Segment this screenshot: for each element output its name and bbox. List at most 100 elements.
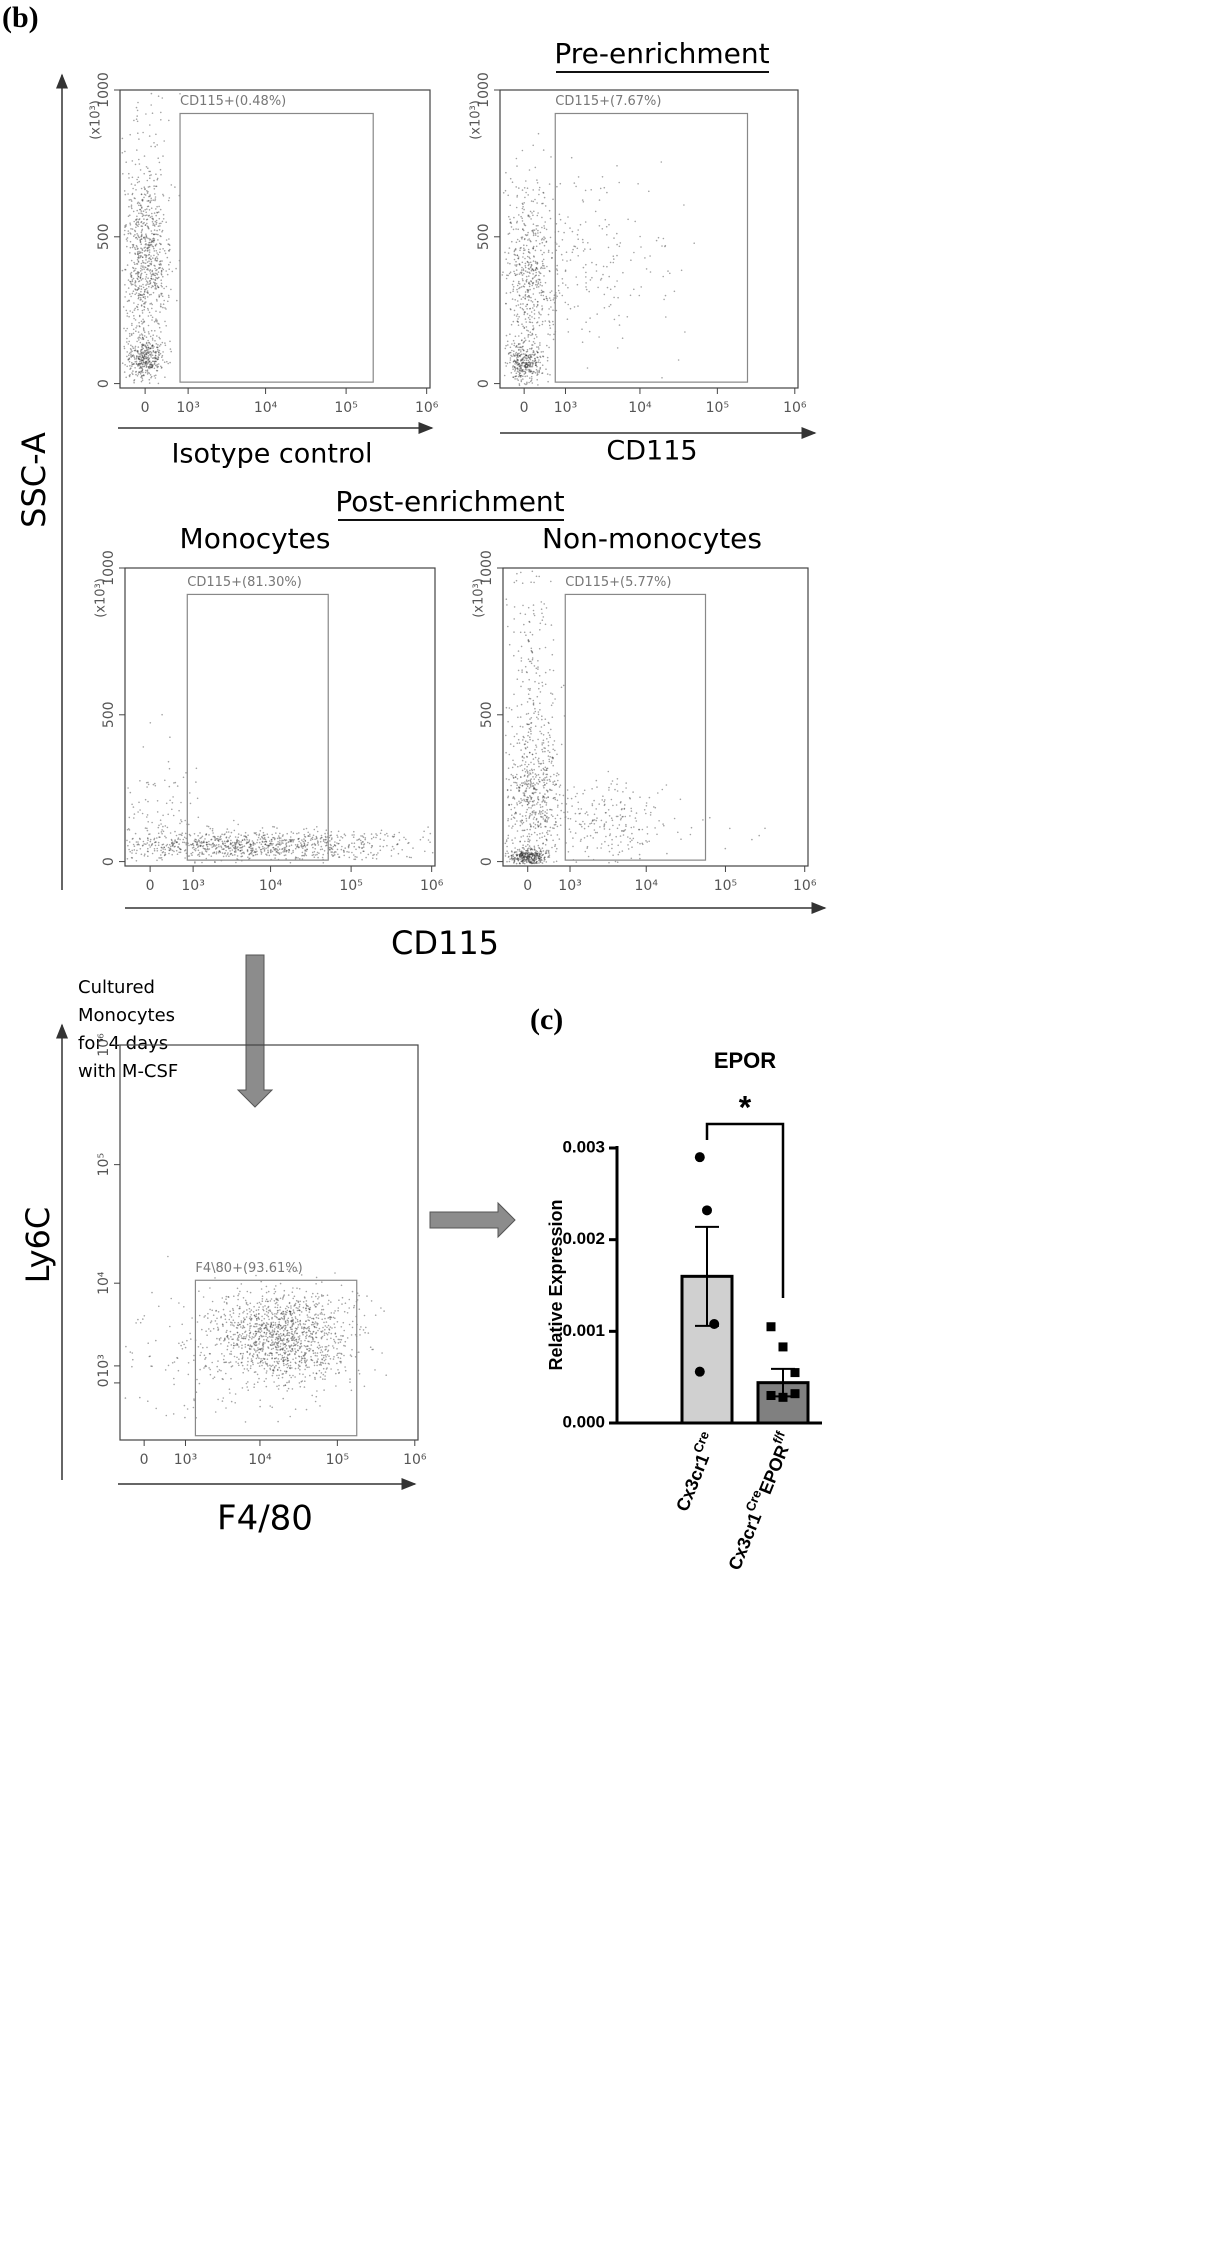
event-dot	[576, 247, 579, 250]
event-dot	[527, 779, 530, 782]
event-dot	[247, 1389, 249, 1391]
event-dot	[529, 283, 531, 286]
event-dot	[144, 243, 147, 246]
event-dot	[522, 252, 525, 255]
event-dot	[585, 286, 587, 288]
event-dot	[294, 856, 297, 858]
event-dot	[155, 185, 157, 188]
event-dot	[526, 860, 528, 863]
event-dot	[542, 850, 545, 852]
event-dot	[303, 1354, 306, 1356]
event-dot	[224, 852, 226, 854]
event-dot	[212, 842, 214, 844]
event-dot	[255, 1351, 257, 1353]
event-dot	[590, 822, 593, 824]
event-dot	[566, 318, 569, 321]
event-dot	[129, 246, 132, 249]
event-dot	[193, 1354, 195, 1357]
event-dot	[312, 834, 315, 837]
event-dot	[152, 350, 155, 352]
event-dot	[599, 279, 602, 281]
event-dot	[168, 238, 170, 240]
event-dot	[524, 318, 527, 320]
event-dot	[129, 273, 132, 275]
event-dot	[526, 746, 529, 748]
event-dot	[545, 804, 548, 806]
event-dot	[608, 223, 610, 226]
event-dot	[155, 223, 157, 225]
event-dot	[124, 225, 126, 227]
event-dot	[520, 339, 523, 342]
event-dot	[155, 173, 157, 175]
event-dot	[168, 849, 171, 852]
event-dot	[124, 268, 126, 271]
event-dot	[285, 839, 288, 841]
event-dot	[520, 852, 522, 854]
event-dot	[142, 352, 144, 355]
event-dot	[204, 848, 206, 850]
event-dot	[325, 1332, 328, 1335]
event-dot	[285, 850, 288, 853]
event-dot	[529, 861, 532, 864]
event-dot	[151, 221, 154, 223]
event-dot	[525, 817, 528, 820]
event-dot	[536, 374, 538, 376]
event-dot	[521, 851, 523, 854]
event-dot	[324, 841, 326, 844]
event-dot	[222, 1323, 224, 1326]
event-dot	[281, 1313, 284, 1315]
event-dot	[129, 348, 132, 350]
event-dot	[661, 788, 664, 791]
event-dot	[317, 842, 319, 844]
event-dot	[515, 346, 517, 348]
event-dot	[304, 1323, 306, 1326]
event-dot	[161, 843, 164, 846]
event-dot	[169, 832, 172, 834]
event-dot	[191, 844, 193, 846]
event-dot	[536, 379, 538, 381]
event-dot	[261, 851, 263, 854]
event-dot	[539, 368, 541, 370]
event-dot	[508, 804, 510, 806]
event-dot	[138, 163, 141, 165]
event-dot	[554, 796, 556, 799]
event-dot	[619, 801, 622, 804]
event-dot	[574, 812, 577, 815]
event-dot	[516, 238, 519, 241]
event-dot	[603, 823, 606, 825]
event-dot	[539, 853, 541, 856]
event-dot	[150, 314, 152, 317]
event-dot	[616, 280, 618, 282]
event-dot	[155, 343, 158, 345]
event-dot	[140, 359, 142, 362]
event-dot	[510, 308, 512, 311]
event-dot	[150, 364, 153, 366]
event-dot	[532, 282, 534, 285]
event-dot	[548, 778, 551, 781]
event-dot	[157, 225, 160, 227]
event-dot	[312, 1352, 315, 1355]
event-dot	[529, 331, 532, 334]
event-dot	[124, 296, 126, 298]
event-dot	[680, 269, 683, 272]
event-dot	[538, 317, 540, 319]
event-dot	[279, 844, 281, 846]
event-dot	[223, 852, 226, 855]
event-dot	[511, 814, 513, 816]
event-dot	[523, 247, 525, 250]
event-dot	[129, 368, 131, 370]
event-dot	[226, 845, 229, 848]
event-dot	[533, 354, 535, 357]
flow-arrow	[236, 954, 274, 1108]
event-dot	[146, 369, 149, 371]
event-dot	[134, 269, 136, 272]
event-dot	[522, 279, 524, 282]
event-dot	[551, 757, 554, 759]
event-dot	[180, 801, 182, 804]
event-dot	[533, 849, 536, 851]
event-dot	[519, 862, 521, 865]
event-dot	[530, 722, 533, 724]
event-dot	[273, 1381, 275, 1383]
event-dot	[252, 847, 254, 849]
event-dot	[541, 748, 543, 751]
